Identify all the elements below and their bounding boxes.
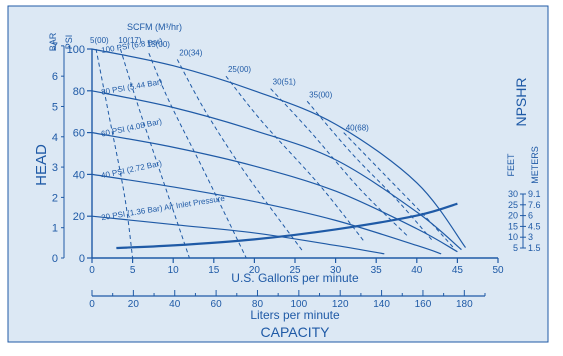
x2-tick-label: 140 (373, 299, 390, 310)
pressure-curve (91, 215, 385, 255)
y-psi-tick-label: 20 (73, 211, 85, 223)
y-bar-tick-label: 5 (52, 101, 58, 113)
pressure-curve (91, 173, 442, 255)
air-curve-label: 10(17) (118, 36, 141, 45)
x2-tick-label: 20 (128, 299, 140, 310)
x-axis-title: U.S. Gallons per minute (231, 271, 359, 285)
npshr-feet-tick-label: 20 (508, 211, 518, 221)
x-tick-label: 10 (168, 265, 180, 276)
npshr-feet-tick-label: 25 (508, 200, 518, 210)
x2-tick-label: 160 (415, 299, 432, 310)
x-tick-label: 15 (208, 265, 220, 276)
npshr-meter-tick-label: 9.1 (528, 189, 541, 199)
air-consumption-curve (148, 52, 247, 259)
air-curve-label: 20(34) (179, 48, 202, 57)
npshr-feet-tick-label: 5 (513, 243, 518, 253)
y-bar-tick-label: 7 (52, 41, 58, 53)
npshr-curve (116, 202, 458, 250)
y-psi-tick-label: 40 (73, 169, 85, 181)
npshr-feet-tick-label: 30 (508, 189, 518, 199)
npshr-feet-unit: FEET (506, 153, 516, 177)
pressure-curve (91, 48, 466, 248)
pressure-curve (91, 132, 458, 253)
x2-tick-label: 0 (89, 299, 95, 310)
y-axis-title: HEAD (33, 144, 50, 186)
x-tick-label: 45 (452, 265, 464, 276)
y-psi-tick-label: 80 (73, 86, 85, 98)
y-psi-tick-label: 0 (79, 253, 85, 265)
npshr-meter-tick-label: 1.5 (528, 243, 541, 253)
x2-tick-label: 100 (290, 299, 307, 310)
npshr-meter-tick-label: 7.6 (528, 200, 541, 210)
npshr-meters-unit: METERS (530, 146, 540, 184)
x-tick-label: 25 (289, 265, 301, 276)
air-consumption-curve (306, 100, 434, 242)
npshr-feet-tick-label: 15 (508, 221, 518, 231)
y-bar-unit: BAR (48, 32, 58, 51)
y-bar-tick-label: 3 (52, 162, 58, 174)
y-bar-tick-label: 4 (52, 132, 58, 144)
air-curve-label: 5(00) (90, 36, 109, 45)
air-curve-label: 35(00) (309, 90, 332, 99)
x-tick-label: 40 (411, 265, 423, 276)
x-tick-label: 5 (130, 265, 136, 276)
x-tick-label: 0 (89, 265, 95, 276)
air-consumption-curve (225, 75, 365, 242)
air-consumption-curve (270, 88, 410, 238)
y-psi-unit: PSI (64, 35, 74, 50)
air-curve-label: 30(51) (273, 78, 296, 87)
x-tick-label: 20 (249, 265, 261, 276)
scfm-title: SCFM (M³/hr) (127, 22, 182, 32)
air-consumption-curve (343, 132, 454, 248)
y-psi-tick-label: 100 (67, 44, 85, 56)
x2-tick-label: 80 (252, 299, 264, 310)
chart-panel (7, 5, 549, 343)
y-bar-tick-label: 0 (52, 253, 58, 265)
air-consumption-curve (95, 48, 134, 259)
x2-tick-label: 60 (211, 299, 223, 310)
x2-tick-label: 180 (456, 299, 473, 310)
y-psi-tick-label: 60 (73, 128, 85, 140)
x-tick-label: 30 (330, 265, 342, 276)
npshr-meter-tick-label: 4.5 (528, 221, 541, 231)
capacity-title: CAPACITY (261, 324, 331, 340)
x2-axis-title: Liters per minute (250, 308, 340, 322)
air-curve-label: 25(00) (228, 65, 251, 74)
npshr-title: NPSHR (513, 77, 529, 126)
npshr-feet-tick-label: 10 (508, 232, 518, 242)
x2-tick-label: 40 (169, 299, 181, 310)
x-tick-label: 35 (371, 265, 383, 276)
air-curve-label: 15(00) (147, 40, 170, 49)
npshr-meter-tick-label: 3 (528, 232, 533, 242)
x-tick-label: 50 (492, 265, 504, 276)
air-consumption-curve (176, 59, 304, 253)
x2-tick-label: 120 (332, 299, 349, 310)
pressure-curve (91, 90, 462, 251)
curves-group (91, 48, 466, 259)
air-curve-label: 40(68) (346, 124, 369, 133)
npshr-meter-tick-label: 6 (528, 211, 533, 221)
y-bar-tick-label: 1 (52, 223, 58, 235)
y-bar-tick-label: 2 (52, 192, 58, 204)
y-bar-tick-label: 6 (52, 71, 58, 83)
